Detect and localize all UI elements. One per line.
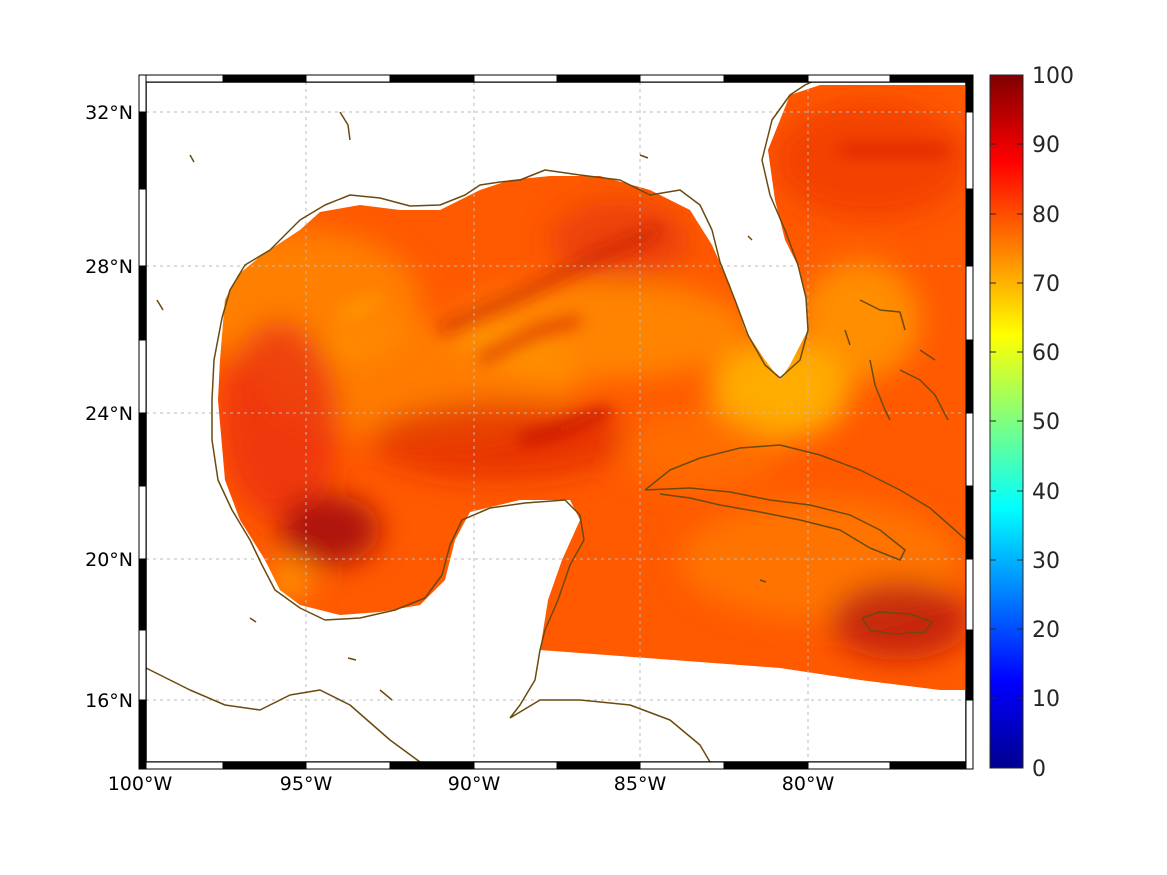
colorbar-label-0: 0 [1032,757,1046,782]
colorbar-label-100: 100 [1032,64,1074,89]
lon-label-90w: 90°W [448,773,501,795]
coastline-cuba [644,444,967,561]
coastline-mexico [211,400,585,621]
lat-label-24n: 24°N [85,403,133,425]
colorbar-label-70: 70 [1032,272,1060,297]
colorbar-label-30: 30 [1032,549,1060,574]
coastline-gulf-us [211,169,713,401]
frame-border-top [139,74,973,83]
lon-label-95w: 95°W [280,773,333,795]
colorbar-label-40: 40 [1032,480,1060,505]
colorbar-label-80: 80 [1032,203,1060,228]
colorbar-label-20: 20 [1032,618,1060,643]
lon-label-100w: 100°W [108,773,173,795]
coastline-yucatan [509,539,585,719]
colorbar-label-50: 50 [1032,410,1060,435]
lat-label-32n: 32°N [85,102,133,124]
colorbar-label-60: 60 [1032,341,1060,366]
frame-border-left [138,74,147,770]
graticule [146,82,966,762]
coastline-jamaica [861,611,933,635]
lon-label-85w: 85°W [614,773,667,795]
colorbar-label-10: 10 [1032,687,1060,712]
lat-label-20n: 20°N [85,549,133,571]
frame-border-right [965,74,974,770]
coastline-bahamas [844,299,949,421]
colorbar-ticks [990,143,1023,699]
frame-border-bottom [139,761,973,770]
coastline-central-america [145,667,711,763]
lon-label-80w: 80°W [782,773,835,795]
coastline-islands [156,111,767,701]
lat-label-28n: 28°N [85,256,133,278]
lat-label-16n: 16°N [85,690,133,712]
colorbar-label-90: 90 [1032,133,1060,158]
coastline-florida [711,77,821,379]
